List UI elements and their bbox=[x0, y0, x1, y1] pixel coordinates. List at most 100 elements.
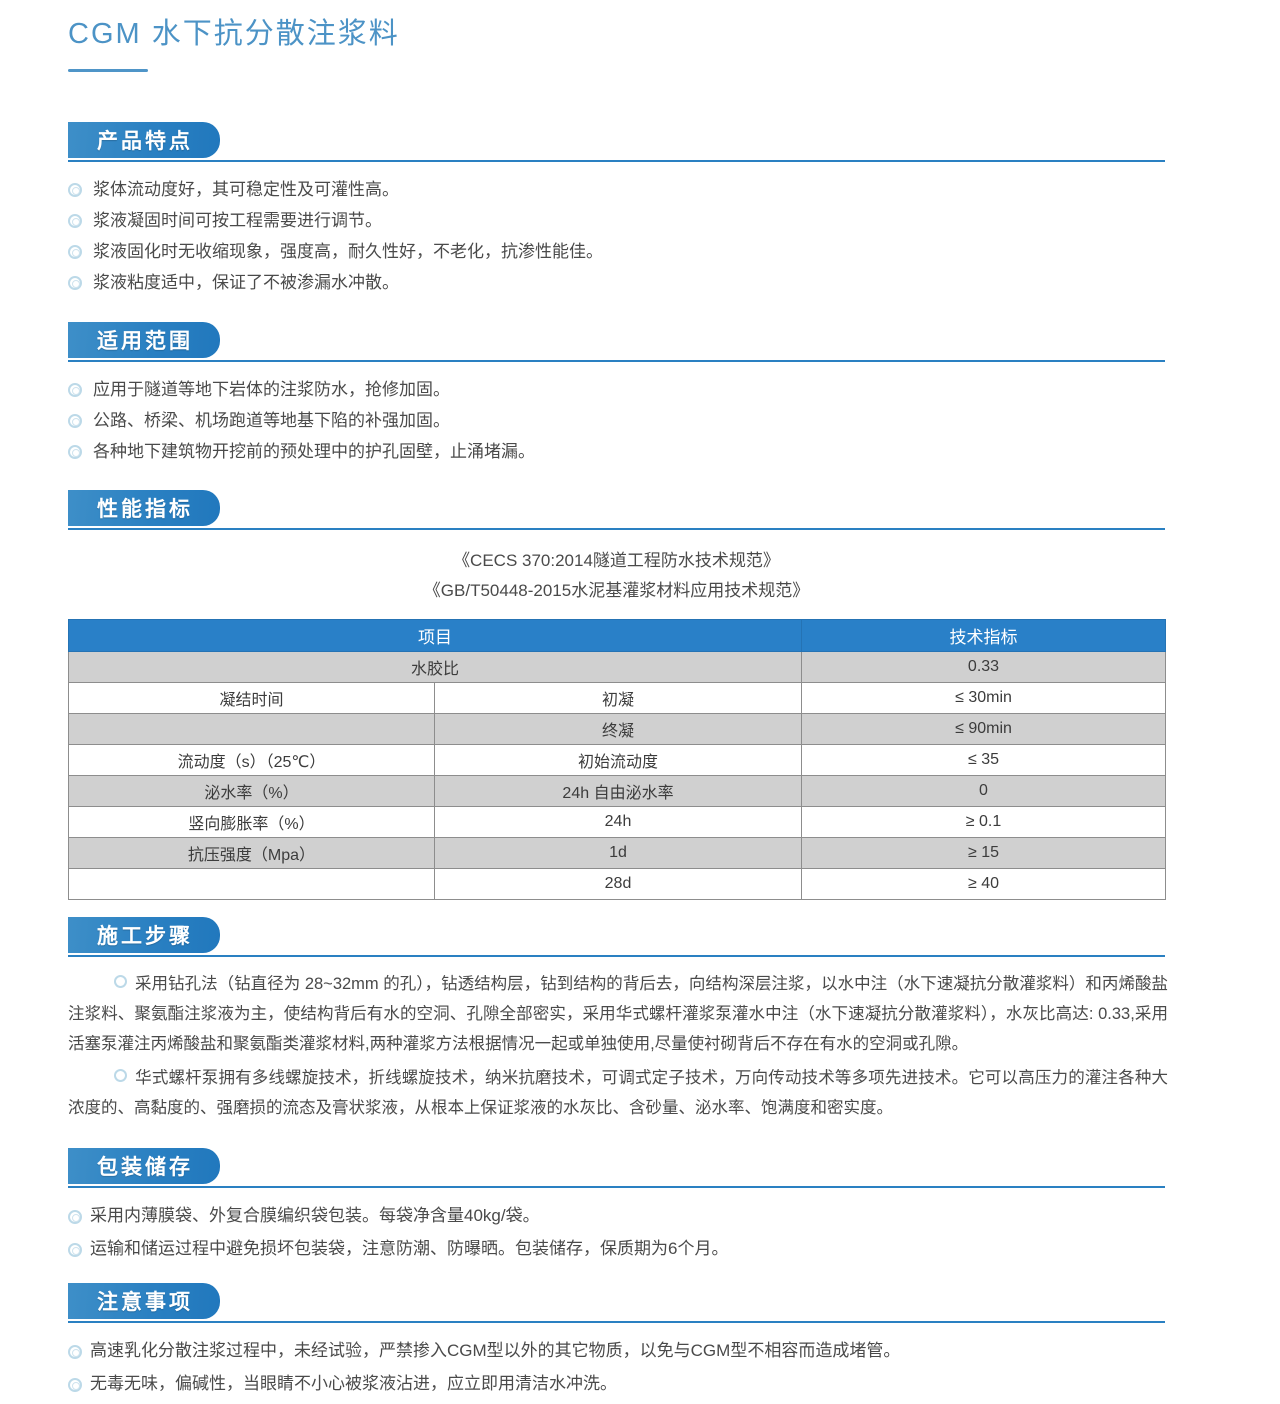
cell-item: 凝结时间 bbox=[68, 682, 435, 714]
section-divider bbox=[68, 160, 1165, 162]
cell-sub: 1d bbox=[434, 837, 802, 869]
table-row: 终凝 ≤ 90min bbox=[68, 713, 1166, 745]
section-badge-notes: 注意事项 bbox=[68, 1283, 220, 1319]
section-performance: 性能指标 《CECS 370:2014隧道工程防水技术规范》 《GB/T5044… bbox=[0, 490, 1280, 900]
bullet-circle-icon bbox=[68, 1345, 82, 1359]
cell-value: ≥ 15 bbox=[801, 837, 1166, 869]
list-item-label: 公路、桥梁、机场跑道等地基下陷的补强加固。 bbox=[93, 411, 450, 430]
section-badge-label: 适用范围 bbox=[97, 330, 193, 353]
section-badge-label: 包装储存 bbox=[97, 1156, 193, 1179]
list-item: 公路、桥梁、机场跑道等地基下陷的补强加固。 bbox=[68, 407, 1168, 438]
cell-sub: 初凝 bbox=[434, 682, 802, 714]
cell-sub: 终凝 bbox=[434, 713, 802, 745]
bullet-circle-icon bbox=[114, 975, 127, 988]
list-item-label: 各种地下建筑物开挖前的预处理中的护孔固壁，止涌堵漏。 bbox=[93, 442, 535, 461]
cell-value: ≥ 0.1 bbox=[801, 806, 1166, 838]
section-divider bbox=[68, 1321, 1165, 1323]
bullet-circle-icon bbox=[68, 414, 82, 428]
section-badge-label: 注意事项 bbox=[97, 1291, 193, 1314]
cell-item: 抗压强度（Mpa） bbox=[68, 837, 435, 869]
cell-item: 流动度（s）（25℃） bbox=[68, 744, 435, 776]
section-divider bbox=[68, 360, 1165, 362]
list-item-label: 浆体流动度好，其可稳定性及可灌性高。 bbox=[93, 180, 399, 199]
cell-sub: 初始流动度 bbox=[434, 744, 802, 776]
table-row: 水胶比 0.33 bbox=[68, 651, 1166, 683]
list-item: 浆液凝固时间可按工程需要进行调节。 bbox=[68, 207, 1168, 238]
table-header-index: 技术指标 bbox=[801, 619, 1166, 652]
paragraph: 华式螺杆泵拥有多线螺旋技术，折线螺旋技术，纳米抗磨技术，可调式定子技术，万向传动… bbox=[68, 1063, 1168, 1123]
section-badge-label: 产品特点 bbox=[97, 130, 193, 153]
standard-line: 《CECS 370:2014隧道工程防水技术规范》 bbox=[453, 551, 780, 570]
packaging-list: 采用内薄膜袋、外复合膜编织袋包装。每袋净含量40kg/袋。 运输和储运过程中避免… bbox=[68, 1202, 1168, 1268]
notes-list: 高速乳化分散注浆过程中，未经试验，严禁掺入CGM型以外的其它物质，以免与CGM型… bbox=[68, 1337, 1168, 1403]
section-header-performance: 性能指标 bbox=[68, 490, 1165, 532]
bullet-circle-icon bbox=[68, 383, 82, 397]
cell-item: 水胶比 bbox=[68, 651, 802, 683]
section-header-packaging: 包装储存 bbox=[68, 1148, 1165, 1190]
cell-sub: 24h bbox=[434, 806, 802, 838]
features-list: 浆体流动度好，其可稳定性及可灌性高。 浆液凝固时间可按工程需要进行调节。 浆液固… bbox=[68, 176, 1168, 300]
section-divider bbox=[68, 528, 1165, 530]
list-item: 浆液粘度适中，保证了不被渗漏水冲散。 bbox=[68, 269, 1168, 300]
list-item-label: 无毒无味，偏碱性，当眼睛不小心被浆液沾进，应立即用清洁水冲洗。 bbox=[90, 1374, 617, 1393]
section-notes: 注意事项 高速乳化分散注浆过程中，未经试验，严禁掺入CGM型以外的其它物质，以免… bbox=[0, 1283, 1280, 1403]
section-divider bbox=[68, 1186, 1165, 1188]
section-header-steps: 施工步骤 bbox=[68, 917, 1165, 959]
list-item-label: 浆液粘度适中，保证了不被渗漏水冲散。 bbox=[93, 273, 399, 292]
performance-table-body: 水胶比 0.33 凝结时间 初凝 ≤ 30min 终凝 ≤ 90min 流动度（… bbox=[68, 651, 1166, 900]
list-item: 无毒无味，偏碱性，当眼睛不小心被浆液沾进，应立即用清洁水冲洗。 bbox=[68, 1370, 1168, 1403]
performance-table: 项目 技术指标 水胶比 0.33 凝结时间 初凝 ≤ 30min 终凝 ≤ 90… bbox=[68, 619, 1166, 900]
list-item: 浆液固化时无收缩现象，强度高，耐久性好，不老化，抗渗性能佳。 bbox=[68, 238, 1168, 269]
list-item: 高速乳化分散注浆过程中，未经试验，严禁掺入CGM型以外的其它物质，以免与CGM型… bbox=[68, 1337, 1168, 1370]
table-row: 28d ≥ 40 bbox=[68, 868, 1166, 900]
bullet-circle-icon bbox=[68, 183, 82, 197]
section-badge-steps: 施工步骤 bbox=[68, 917, 220, 953]
cell-value: 0 bbox=[801, 775, 1166, 807]
page-title: CGM 水下抗分散注浆料 bbox=[68, 18, 400, 50]
cell-value: 0.33 bbox=[801, 651, 1166, 683]
cell-value: ≤ 90min bbox=[801, 713, 1166, 745]
table-row: 泌水率（%） 24h 自由泌水率 0 bbox=[68, 775, 1166, 807]
steps-paragraphs: 采用钻孔法（钻直径为 28~32mm 的孔），钻透结构层，钻到结构的背后去，向结… bbox=[68, 969, 1168, 1123]
standard-line: 《GB/T50448-2015水泥基灌浆材料应用技术规范》 bbox=[423, 581, 810, 600]
list-item: 各种地下建筑物开挖前的预处理中的护孔固壁，止涌堵漏。 bbox=[68, 438, 1168, 469]
section-features: 产品特点 浆体流动度好，其可稳定性及可灌性高。 浆液凝固时间可按工程需要进行调节… bbox=[0, 122, 1280, 300]
section-badge-packaging: 包装储存 bbox=[68, 1148, 220, 1184]
cell-sub: 24h 自由泌水率 bbox=[434, 775, 802, 807]
cell-item: 竖向膨胀率（%） bbox=[68, 806, 435, 838]
bullet-circle-icon bbox=[68, 1243, 82, 1257]
list-item: 浆体流动度好，其可稳定性及可灌性高。 bbox=[68, 176, 1168, 207]
title-underline bbox=[68, 69, 148, 72]
table-row: 竖向膨胀率（%） 24h ≥ 0.1 bbox=[68, 806, 1166, 838]
table-row: 流动度（s）（25℃） 初始流动度 ≤ 35 bbox=[68, 744, 1166, 776]
list-item-label: 浆液固化时无收缩现象，强度高，耐久性好，不老化，抗渗性能佳。 bbox=[93, 242, 603, 261]
table-header-item: 项目 bbox=[68, 619, 802, 652]
bullet-circle-icon bbox=[68, 214, 82, 228]
bullet-circle-icon bbox=[68, 245, 82, 259]
section-badge-performance: 性能指标 bbox=[68, 490, 220, 526]
section-header-features: 产品特点 bbox=[68, 122, 1165, 164]
list-item-label: 应用于隧道等地下岩体的注浆防水，抢修加固。 bbox=[93, 380, 450, 399]
cell-item: 泌水率（%） bbox=[68, 775, 435, 807]
cell-value: ≤ 30min bbox=[801, 682, 1166, 714]
list-item: 应用于隧道等地下岩体的注浆防水，抢修加固。 bbox=[68, 376, 1168, 407]
list-item: 采用内薄膜袋、外复合膜编织袋包装。每袋净含量40kg/袋。 bbox=[68, 1202, 1168, 1235]
section-badge-features: 产品特点 bbox=[68, 122, 220, 158]
list-item: 运输和储运过程中避免损坏包装袋，注意防潮、防曝晒。包装储存，保质期为6个月。 bbox=[68, 1235, 1168, 1268]
paragraph-text: 采用钻孔法（钻直径为 28~32mm 的孔），钻透结构层，钻到结构的背后去，向结… bbox=[68, 975, 1168, 1053]
cell-value: ≤ 35 bbox=[801, 744, 1166, 776]
scope-list: 应用于隧道等地下岩体的注浆防水，抢修加固。 公路、桥梁、机场跑道等地基下陷的补强… bbox=[68, 376, 1168, 469]
table-header-row: 项目 技术指标 bbox=[68, 619, 1166, 652]
cell-item bbox=[68, 713, 435, 745]
section-steps: 施工步骤 采用钻孔法（钻直径为 28~32mm 的孔），钻透结构层，钻到结构的背… bbox=[0, 917, 1280, 1123]
bullet-circle-icon bbox=[68, 445, 82, 459]
section-divider bbox=[68, 955, 1165, 957]
bullet-circle-icon bbox=[68, 1378, 82, 1392]
paragraph: 采用钻孔法（钻直径为 28~32mm 的孔），钻透结构层，钻到结构的背后去，向结… bbox=[68, 969, 1168, 1059]
paragraph-text: 华式螺杆泵拥有多线螺旋技术，折线螺旋技术，纳米抗磨技术，可调式定子技术，万向传动… bbox=[68, 1069, 1168, 1117]
cell-sub: 28d bbox=[434, 868, 802, 900]
list-item-label: 高速乳化分散注浆过程中，未经试验，严禁掺入CGM型以外的其它物质，以免与CGM型… bbox=[90, 1341, 901, 1360]
cell-item bbox=[68, 868, 435, 900]
section-badge-label: 施工步骤 bbox=[97, 925, 193, 948]
